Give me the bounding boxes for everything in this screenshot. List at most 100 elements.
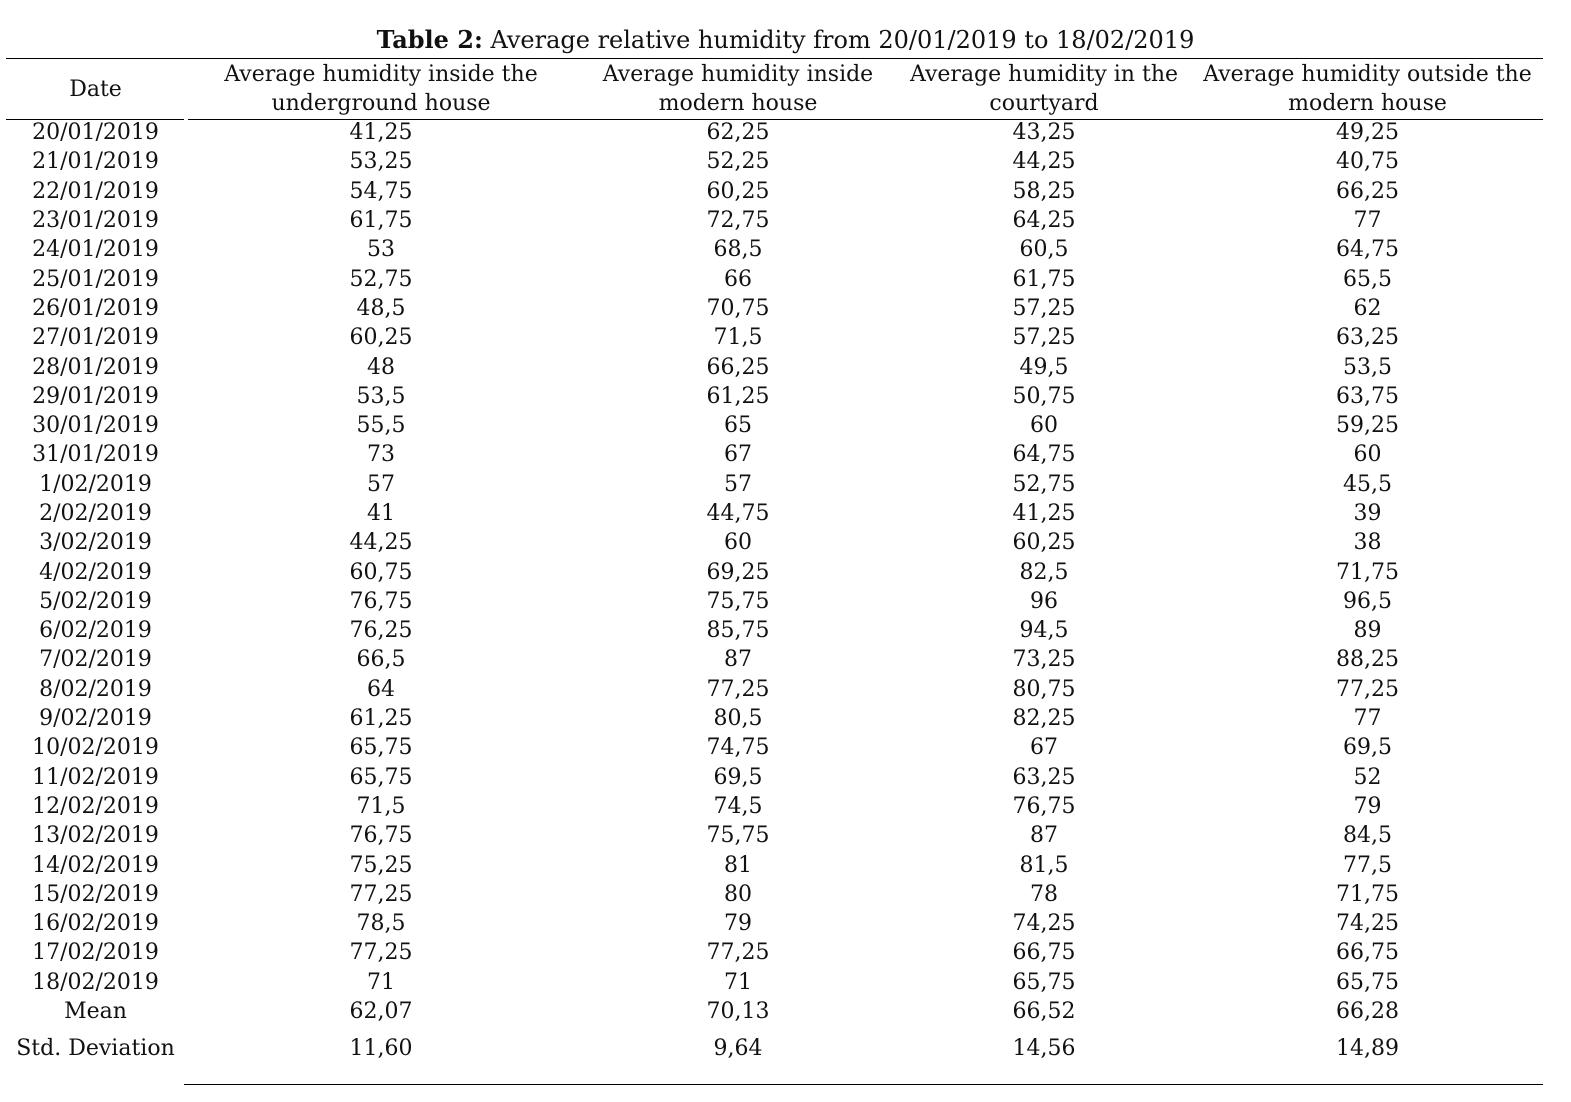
modern-cell: 62,25 <box>706 120 770 146</box>
modern-cell: 66 <box>724 266 752 292</box>
table-row: 13/02/2019 76,75 75,75 87 84,5 <box>6 821 1546 850</box>
outside-cell: 84,5 <box>1343 823 1392 849</box>
mean-row: Mean 62,07 70,13 66,52 66,28 <box>6 997 1546 1026</box>
courtyard-cell: 52,75 <box>1012 471 1076 497</box>
underground-cell: 60,25 <box>349 325 413 351</box>
underground-cell: 54,75 <box>349 178 413 204</box>
modern-cell: 77,25 <box>706 676 770 702</box>
table-row: 5/02/2019 76,75 75,75 96 96,5 <box>6 587 1546 616</box>
modern-cell: 68,5 <box>713 237 763 263</box>
underground-cell: 48 <box>367 354 395 380</box>
table-row: 31/01/2019 73 67 64,75 60 <box>6 440 1546 469</box>
outside-cell: 77,5 <box>1343 852 1392 878</box>
underground-cell: 76,25 <box>349 618 413 644</box>
courtyard-cell: 82,5 <box>1019 559 1069 585</box>
modern-cell: 44,75 <box>706 501 770 526</box>
table-row: 10/02/2019 65,75 74,75 67 69,5 <box>6 733 1546 762</box>
date-cell: 27/01/2019 <box>32 325 159 351</box>
courtyard-cell: 49,5 <box>1019 354 1069 380</box>
date-cell: 6/02/2019 <box>39 618 152 644</box>
summary-value: 62,07 <box>349 999 413 1025</box>
table-row: 8/02/2019 64 77,25 80,75 77,25 <box>6 675 1546 704</box>
date-cell: 5/02/2019 <box>39 588 152 614</box>
summary-label: Std. Deviation <box>16 1035 175 1061</box>
underground-cell: 52,75 <box>349 266 413 292</box>
table-row: 28/01/2019 48 66,25 49,5 53,5 <box>6 352 1546 381</box>
modern-cell: 66,25 <box>706 354 770 380</box>
outside-cell: 96,5 <box>1343 588 1392 614</box>
modern-cell: 85,75 <box>706 618 770 644</box>
std-deviation-row: Std. Deviation 11,60 9,64 14,56 14,89 <box>6 1026 1546 1070</box>
table-row: 26/01/2019 48,5 70,75 57,25 62 <box>6 294 1546 323</box>
outside-cell: 88,25 <box>1336 647 1399 673</box>
table-body: 20/01/2019 41,25 62,25 43,25 49,25 21/01/2019… <box>6 118 1546 1070</box>
outside-cell: 66,75 <box>1336 940 1399 966</box>
caption-text: Average relative humidity from 20/01/201… <box>490 26 1195 54</box>
outside-cell: 38 <box>1353 530 1382 556</box>
header-date: Date <box>69 76 122 102</box>
date-cell: 20/01/2019 <box>32 120 159 146</box>
underground-cell: 41,25 <box>349 120 413 146</box>
table-row: 30/01/2019 55,5 65 60 59,25 <box>6 411 1546 440</box>
courtyard-cell: 64,25 <box>1012 208 1076 234</box>
date-cell: 8/02/2019 <box>39 676 152 702</box>
summary-value: 14,56 <box>1012 1035 1076 1061</box>
modern-cell: 70,75 <box>706 295 770 321</box>
outside-cell: 52 <box>1353 764 1382 790</box>
date-cell: 3/02/2019 <box>39 530 152 556</box>
table-row: 3/02/2019 44,25 60 60,25 38 <box>6 528 1546 557</box>
outside-cell: 65,5 <box>1343 266 1392 292</box>
outside-cell: 40,75 <box>1336 149 1399 175</box>
header-outside: Average humidity outside the modern hous… <box>1203 62 1532 116</box>
modern-cell: 71 <box>724 969 752 995</box>
underground-cell: 48,5 <box>356 295 406 321</box>
date-cell: 12/02/2019 <box>32 793 159 819</box>
modern-cell: 57 <box>724 471 752 497</box>
date-cell: 29/01/2019 <box>32 383 159 409</box>
date-cell: 30/01/2019 <box>32 413 159 439</box>
summary-value: 66,52 <box>1012 999 1076 1025</box>
table-row: 7/02/2019 66,5 87 73,25 88,25 <box>6 645 1546 674</box>
courtyard-cell: 64,75 <box>1012 442 1076 468</box>
courtyard-cell: 60 <box>1030 413 1058 439</box>
date-cell: 7/02/2019 <box>39 647 152 673</box>
date-cell: 14/02/2019 <box>32 852 159 878</box>
outside-cell: 66,25 <box>1336 178 1399 204</box>
header-rule-date <box>6 119 184 120</box>
outside-cell: 79 <box>1353 793 1382 819</box>
header-courtyard: Average humidity in the courtyard <box>909 62 1179 116</box>
modern-cell: 77,25 <box>706 940 770 966</box>
outside-cell: 89 <box>1353 618 1382 644</box>
underground-cell: 73 <box>367 442 395 468</box>
date-cell: 26/01/2019 <box>32 295 159 321</box>
date-cell: 16/02/2019 <box>32 911 159 937</box>
underground-cell: 55,5 <box>356 413 406 439</box>
outside-cell: 77 <box>1353 706 1382 732</box>
underground-cell: 77,25 <box>349 881 413 907</box>
table-row: 12/02/2019 71,5 74,5 76,75 79 <box>6 792 1546 821</box>
courtyard-cell: 67 <box>1030 735 1058 761</box>
date-cell: 1/02/2019 <box>39 471 152 497</box>
date-cell: 13/02/2019 <box>32 823 159 849</box>
underground-cell: 76,75 <box>349 588 413 614</box>
date-cell: 11/02/2019 <box>32 764 159 790</box>
summary-value: 70,13 <box>706 999 770 1025</box>
modern-cell: 74,75 <box>706 735 770 761</box>
date-cell: 4/02/2019 <box>39 559 152 585</box>
date-cell: 24/01/2019 <box>32 237 159 263</box>
table-row: 2/02/2019 41 44,75 41,25 39 <box>6 499 1546 528</box>
underground-cell: 53,25 <box>349 149 413 175</box>
outside-cell: 71,75 <box>1336 559 1399 585</box>
table-row: 20/01/2019 41,25 62,25 43,25 49,25 <box>6 118 1546 147</box>
underground-cell: 60,75 <box>349 559 413 585</box>
top-rule <box>6 58 1543 59</box>
table-caption: Table 2: Average relative humidity from … <box>0 25 1571 55</box>
date-cell: 10/02/2019 <box>32 735 159 761</box>
courtyard-cell: 76,75 <box>1012 793 1076 819</box>
courtyard-cell: 73,25 <box>1012 647 1076 673</box>
outside-cell: 64,75 <box>1336 237 1399 263</box>
date-cell: 25/01/2019 <box>32 266 159 292</box>
date-cell: 15/02/2019 <box>32 881 159 907</box>
modern-cell: 52,25 <box>706 149 770 175</box>
underground-cell: 77,25 <box>349 940 413 966</box>
